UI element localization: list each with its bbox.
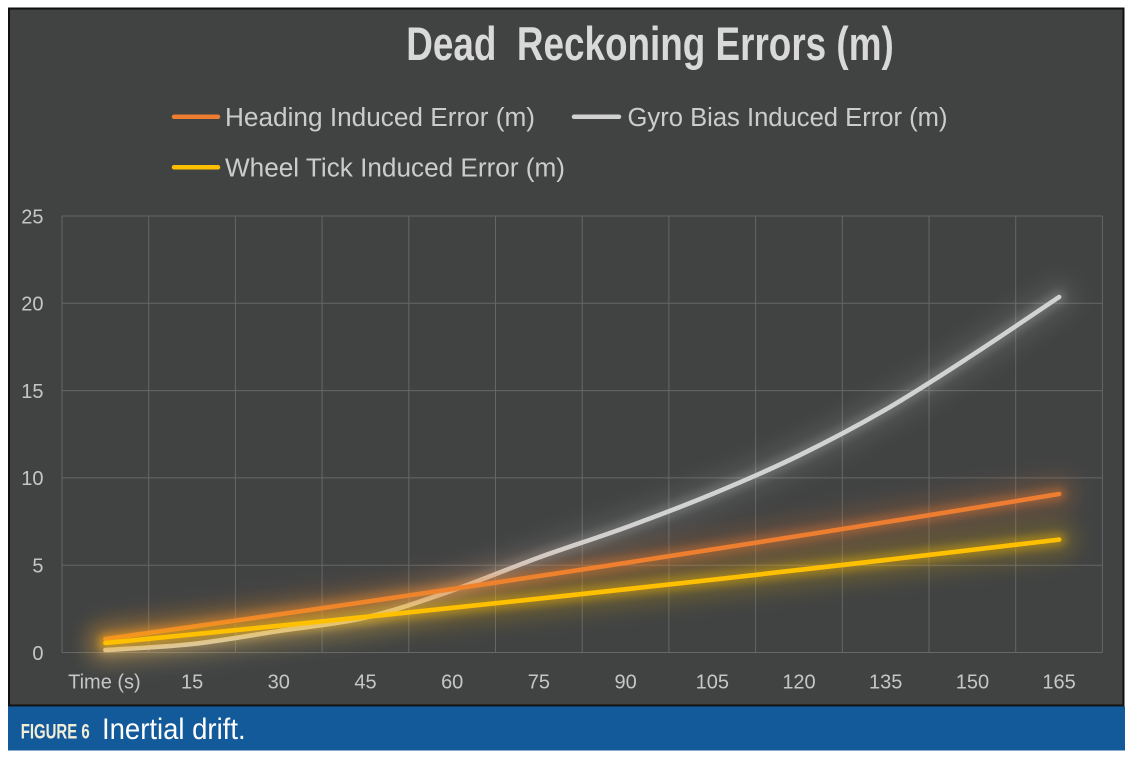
svg-text:Gyro Bias Induced Error (m): Gyro Bias Induced Error (m): [628, 104, 948, 132]
svg-text:10: 10: [21, 468, 43, 490]
svg-text:90: 90: [614, 671, 636, 693]
svg-text:15: 15: [181, 671, 203, 693]
svg-text:Time (s): Time (s): [68, 671, 141, 693]
svg-text:105: 105: [696, 671, 729, 693]
svg-text:60: 60: [441, 671, 463, 693]
svg-text:135: 135: [869, 671, 902, 693]
svg-text:Dead Reckoning Errors (m): Dead Reckoning Errors (m): [406, 17, 894, 70]
svg-text:25: 25: [21, 206, 43, 228]
svg-text:5: 5: [32, 556, 43, 578]
svg-text:Inertial drift.: Inertial drift.: [102, 713, 246, 746]
svg-text:0: 0: [32, 643, 43, 665]
svg-text:Wheel Tick Induced Error (m): Wheel Tick Induced Error (m): [225, 155, 565, 183]
svg-text:FIGURE 6: FIGURE 6: [21, 720, 90, 744]
svg-text:165: 165: [1042, 671, 1075, 693]
svg-text:20: 20: [21, 294, 43, 316]
svg-text:75: 75: [528, 671, 550, 693]
svg-text:Heading Induced Error (m): Heading Induced Error (m): [225, 104, 535, 132]
svg-text:150: 150: [956, 671, 989, 693]
svg-text:120: 120: [782, 671, 815, 693]
svg-text:15: 15: [21, 381, 43, 403]
svg-text:45: 45: [354, 671, 376, 693]
svg-text:30: 30: [268, 671, 290, 693]
